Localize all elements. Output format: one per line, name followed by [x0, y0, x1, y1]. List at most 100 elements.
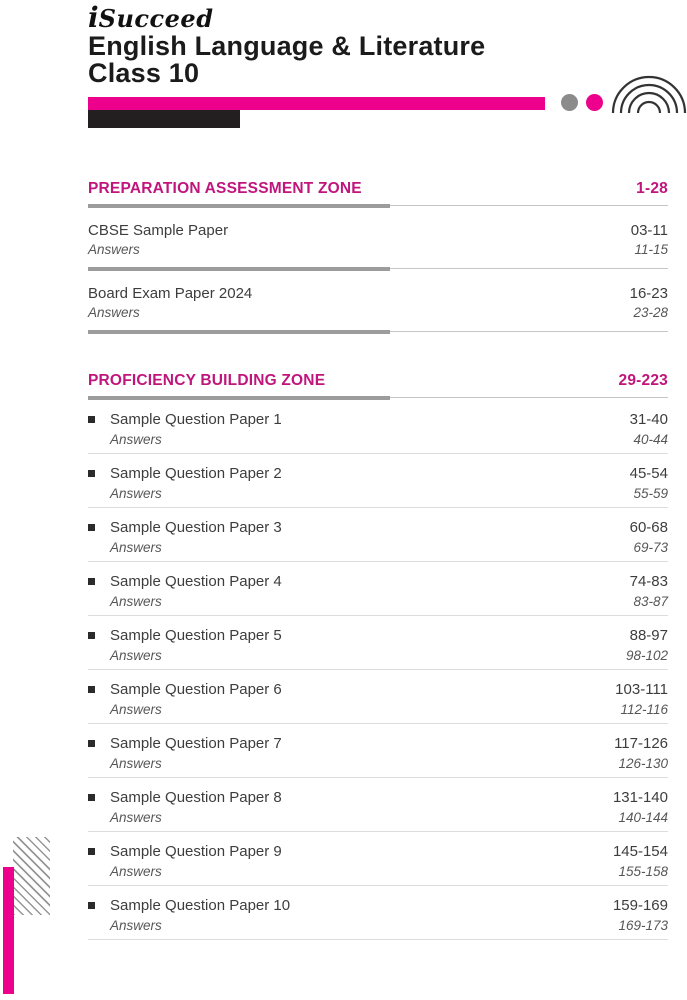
bullet-square-icon [88, 685, 95, 693]
black-accent-bar [88, 110, 240, 128]
entry-answers-line: Answers 155-158 [88, 862, 668, 882]
bullet-square-icon [88, 415, 95, 423]
divider-thin-segment [390, 331, 668, 332]
entry-title-line: Sample Question Paper 7 117-126 [88, 734, 668, 754]
entry-answers-line: Answers 112-116 [88, 700, 668, 720]
divider [88, 885, 668, 886]
divider [88, 203, 668, 208]
answers-label: Answers [88, 305, 140, 320]
divider-thin-segment [390, 397, 668, 398]
bullet-square-icon [88, 739, 95, 747]
answers-label: Answers [110, 648, 162, 663]
toc-entry: CBSE Sample Paper 03-11 Answers 11-15 [88, 208, 668, 266]
answers-label: Answers [110, 756, 162, 771]
divider-thick-segment [88, 203, 390, 208]
entry-title-line: Sample Question Paper 10 159-169 [88, 896, 668, 916]
entry-title: Sample Question Paper 4 [110, 573, 282, 590]
divider [88, 669, 668, 670]
entry-title: Sample Question Paper 5 [110, 627, 282, 644]
answers-pages: 140-144 [618, 810, 668, 825]
entry-pages: 145-154 [612, 843, 668, 860]
entry-title-line: Sample Question Paper 3 60-68 [88, 518, 668, 538]
divider-thin-segment [390, 268, 668, 269]
entry-title-line: Sample Question Paper 9 145-154 [88, 842, 668, 862]
entry-title-wrap: Sample Question Paper 3 [88, 518, 282, 538]
divider [88, 453, 668, 454]
toc-entry: Sample Question Paper 1 31-40 Answers 40-44 [88, 400, 668, 453]
entry-answers-line: Answers 23-28 [88, 303, 668, 322]
pink-dot-icon [586, 94, 603, 111]
entry-title-wrap: Sample Question Paper 10 [88, 896, 290, 916]
bullet-square-icon [88, 793, 95, 801]
pink-accent-bar [88, 97, 545, 110]
concentric-arcs-icon [611, 75, 687, 114]
zone-pages: 1-28 [636, 180, 668, 197]
entry-title: Sample Question Paper 9 [110, 843, 282, 860]
bullet-square-icon [88, 469, 95, 477]
entry-title-wrap: Sample Question Paper 2 [88, 464, 282, 484]
entry-title-wrap: Sample Question Paper 6 [88, 680, 282, 700]
pink-side-bar [3, 867, 14, 994]
entry-title: Sample Question Paper 8 [110, 789, 282, 806]
bullet-square-icon [88, 523, 95, 531]
toc-entry: Sample Question Paper 5 88-97 Answers 98-10… [88, 616, 668, 669]
toc-entry: Sample Question Paper 6 103-111 Answers 112… [88, 670, 668, 723]
entry-title: Sample Question Paper 7 [110, 735, 282, 752]
entry-title-line: Sample Question Paper 5 88-97 [88, 626, 668, 646]
toc-section: PREPARATION ASSESSMENT ZONE 1-28 CBSE Samp… [88, 178, 668, 334]
zone-header: PROFICIENCY BUILDING ZONE 29-223 [88, 370, 668, 392]
brand-logo-i: i [88, 1, 99, 34]
hatch-block-icon [13, 837, 50, 915]
zone-pages: 29-223 [618, 372, 668, 389]
entry-answers-line: Answers 140-144 [88, 808, 668, 828]
entry-title-wrap: Board Exam Paper 2024 [88, 284, 252, 303]
divider [88, 939, 668, 940]
entry-pages: 60-68 [629, 519, 668, 536]
entry-pages: 103-111 [615, 681, 668, 698]
answers-pages: 98-102 [625, 648, 668, 663]
toc-entry: Sample Question Paper 3 60-68 Answers 69-73 [88, 508, 668, 561]
entry-title: Sample Question Paper 3 [110, 519, 282, 536]
toc-entry: Sample Question Paper 4 74-83 Answers 83-87 [88, 562, 668, 615]
page-title-line1: English Language & Literature [88, 31, 486, 61]
bullet-square-icon [88, 631, 95, 639]
entry-title: Sample Question Paper 2 [110, 465, 282, 482]
answers-label: Answers [110, 918, 162, 933]
entry-pages: 74-83 [629, 573, 668, 590]
entry-answers-line: Answers 69-73 [88, 538, 668, 558]
entry-answers-line: Answers 126-130 [88, 754, 668, 774]
divider [88, 266, 668, 271]
answers-pages: 126-130 [618, 756, 668, 771]
divider [88, 831, 668, 832]
answers-pages: 23-28 [633, 305, 668, 320]
answers-pages: 11-15 [634, 242, 668, 257]
answers-label: Answers [110, 810, 162, 825]
brand-logo: iSucceed [88, 1, 213, 34]
bullet-square-icon [88, 577, 95, 585]
entry-answers-line: Answers 55-59 [88, 484, 668, 504]
answers-label: Answers [110, 864, 162, 879]
toc-entry: Sample Question Paper 10 159-169 Answers 16… [88, 886, 668, 939]
answers-label: Answers [110, 702, 162, 717]
entry-title-wrap: Sample Question Paper 7 [88, 734, 282, 754]
bullet-square-icon [88, 901, 95, 909]
brand-logo-text: Succeed [98, 4, 214, 33]
divider-thick-segment [88, 329, 390, 334]
divider [88, 507, 668, 508]
divider [88, 615, 668, 616]
toc-entry: Sample Question Paper 2 45-54 Answers 55-59 [88, 454, 668, 507]
entry-answers-line: Answers 98-102 [88, 646, 668, 666]
divider-thick-segment [88, 395, 390, 400]
entry-pages: 31-40 [629, 411, 668, 428]
entry-title-wrap: Sample Question Paper 5 [88, 626, 282, 646]
entry-title-wrap: Sample Question Paper 8 [88, 788, 282, 808]
entry-title-line: Sample Question Paper 1 31-40 [88, 410, 668, 430]
toc-section: PROFICIENCY BUILDING ZONE 29-223 Sample Qu… [88, 370, 668, 940]
entry-title-line: Sample Question Paper 6 103-111 [88, 680, 668, 700]
divider-thin-segment [390, 205, 668, 206]
table-of-contents: PREPARATION ASSESSMENT ZONE 1-28 CBSE Samp… [88, 178, 668, 940]
answers-pages: 55-59 [633, 486, 668, 501]
answers-label: Answers [110, 540, 162, 555]
entry-title-line: Sample Question Paper 8 131-140 [88, 788, 668, 808]
